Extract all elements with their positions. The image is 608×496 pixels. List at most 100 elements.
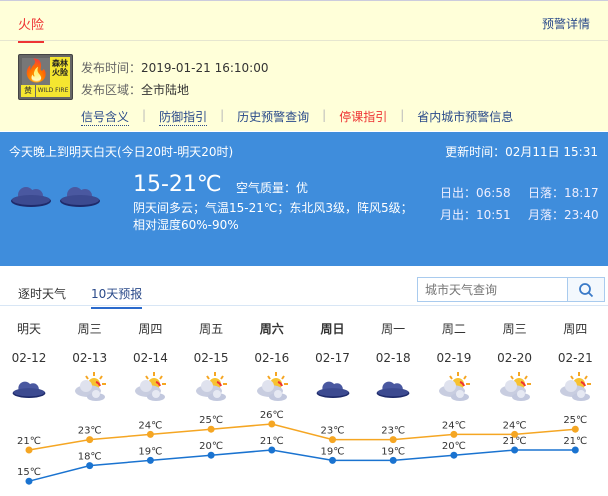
low-temp-label: 21℃	[503, 436, 527, 447]
high-temp-point	[389, 436, 397, 444]
low-temp-label: 21℃	[260, 436, 284, 447]
link-class-suspension[interactable]: 停课指引	[339, 110, 388, 124]
low-temp-label: 20℃	[442, 441, 466, 452]
forecast-day: 明天 02-12	[4, 320, 54, 404]
date: 02-14	[132, 351, 168, 365]
city-search	[417, 277, 605, 302]
high-temp-line	[28, 423, 576, 451]
cloudy-icon	[11, 187, 51, 207]
divider: |	[142, 108, 147, 122]
badge-title: 森林 火险	[50, 57, 70, 86]
city-search-input[interactable]	[418, 278, 568, 301]
publish-time: 发布时间：2019-01-21 16:10:00	[81, 59, 268, 76]
cloudy-icon	[12, 381, 46, 398]
weekday: 周六	[259, 322, 284, 336]
publish-time-label: 发布时间：	[81, 61, 142, 75]
high-temp-label: 23℃	[381, 426, 405, 437]
sunset: 日落：18:17	[528, 186, 599, 200]
date: 02-13	[72, 351, 108, 365]
low-temp-point	[25, 477, 33, 485]
divider: |	[400, 108, 405, 122]
badge-level: 黄	[21, 85, 35, 97]
low-temp-label: 20℃	[199, 441, 223, 452]
high-temp-label: 24℃	[503, 420, 527, 431]
low-temp-label: 21℃	[563, 436, 587, 447]
high-temp-label: 26℃	[260, 410, 284, 421]
date: 02-12	[11, 351, 47, 365]
weather-description: 阴天间多云；气温15-21℃；东北风3级，阵风5级；相对湿度60%-90%	[133, 201, 413, 232]
tab-hourly[interactable]: 逐时天气	[18, 287, 67, 301]
sunrise: 日出：06:58	[440, 186, 511, 200]
low-temp-point	[329, 456, 336, 464]
partly-cloudy-icon	[256, 372, 288, 401]
low-temp-label: 19℃	[321, 446, 345, 457]
weekday: 周四	[138, 322, 163, 336]
weekday: 周二	[441, 322, 466, 336]
high-temp-point	[450, 430, 458, 438]
badge-en: WILD FIRE	[36, 85, 70, 97]
forecast-day: 周二 02-19	[429, 320, 479, 406]
forecast-day: 周日 02-17	[308, 320, 358, 404]
low-temp-point	[511, 446, 519, 454]
tab-fire-risk[interactable]: 火险	[18, 14, 45, 43]
link-province-warnings[interactable]: 省内城市预警信息	[417, 110, 514, 124]
high-temp-label: 25℃	[563, 415, 587, 426]
partly-cloudy-icon	[499, 372, 531, 401]
forecast-period: 今天晚上到明天白天(今日20时-明天20时)	[9, 145, 234, 159]
low-temp-point	[86, 462, 94, 470]
divider: |	[322, 108, 327, 122]
weekday: 周三	[77, 322, 102, 336]
partly-cloudy-icon	[135, 372, 167, 401]
search-button[interactable]	[567, 278, 604, 301]
date: 02-18	[375, 351, 411, 365]
cloudy-icon	[376, 381, 410, 398]
publish-time-value: 2019-01-21 16:10:00	[141, 61, 269, 75]
date: 02-15	[193, 351, 229, 365]
high-temp-point	[329, 436, 336, 444]
low-temp-point	[207, 451, 215, 459]
date: 02-21	[557, 351, 593, 365]
high-temp-label: 24℃	[138, 420, 162, 431]
high-temp-label: 25℃	[199, 415, 223, 426]
moonset: 月落：23:40	[528, 208, 599, 222]
high-temp-point	[86, 436, 94, 444]
high-temp-point	[571, 425, 579, 433]
high-temp-point	[268, 420, 276, 428]
high-temp-label: 23℃	[321, 426, 345, 437]
low-temp-point	[146, 456, 154, 464]
partly-cloudy-icon	[560, 372, 592, 401]
current-weather-panel: 今天晚上到明天白天(今日20时-明天20时) 更新时间：02月11日 15:31…	[0, 132, 608, 266]
date: 02-16	[254, 351, 290, 365]
low-temp-point	[389, 456, 397, 464]
weekday: 明天	[16, 322, 41, 336]
forecast-day: 周三 02-13	[65, 320, 115, 406]
link-history-query[interactable]: 历史预警查询	[237, 110, 310, 124]
update-time: 更新时间：02月11日 15:31	[445, 145, 598, 159]
warning-tabbar: 火险 预警详情	[0, 1, 608, 43]
low-temp-label: 15℃	[17, 467, 41, 478]
forecast-day: 周五 02-15	[186, 320, 236, 406]
partly-cloudy-icon	[438, 372, 470, 401]
tab-10day[interactable]: 10天预报	[91, 285, 143, 309]
moonrise: 月出：10:51	[440, 208, 511, 222]
wildfire-warning-badge: 🔥 森林 火险 黄 WILD FIRE	[18, 54, 73, 100]
high-temp-point	[511, 430, 519, 438]
publish-area: 发布区域：全市陆地	[81, 81, 189, 98]
date: 02-17	[315, 351, 350, 365]
link-signal-meaning[interactable]: 信号含义	[81, 110, 130, 126]
low-temp-label: 19℃	[138, 446, 162, 457]
high-temp-label: 23℃	[78, 426, 102, 437]
partly-cloudy-icon	[196, 372, 228, 401]
forecast-day: 周四 02-14	[125, 320, 175, 406]
high-temp-label: 24℃	[442, 420, 466, 431]
partly-cloudy-icon	[74, 372, 106, 401]
weekday: 周四	[563, 322, 588, 336]
low-temp-line	[28, 449, 576, 482]
cloudy-icon	[60, 187, 100, 207]
date: 02-19	[436, 351, 472, 365]
high-temp-point	[146, 430, 154, 438]
warning-detail-link[interactable]: 预警详情	[541, 17, 590, 31]
link-defense-guide[interactable]: 防御指引	[159, 110, 208, 126]
air-quality: 空气质量：优	[236, 181, 309, 195]
temperature-range: 15-21℃	[133, 172, 222, 197]
